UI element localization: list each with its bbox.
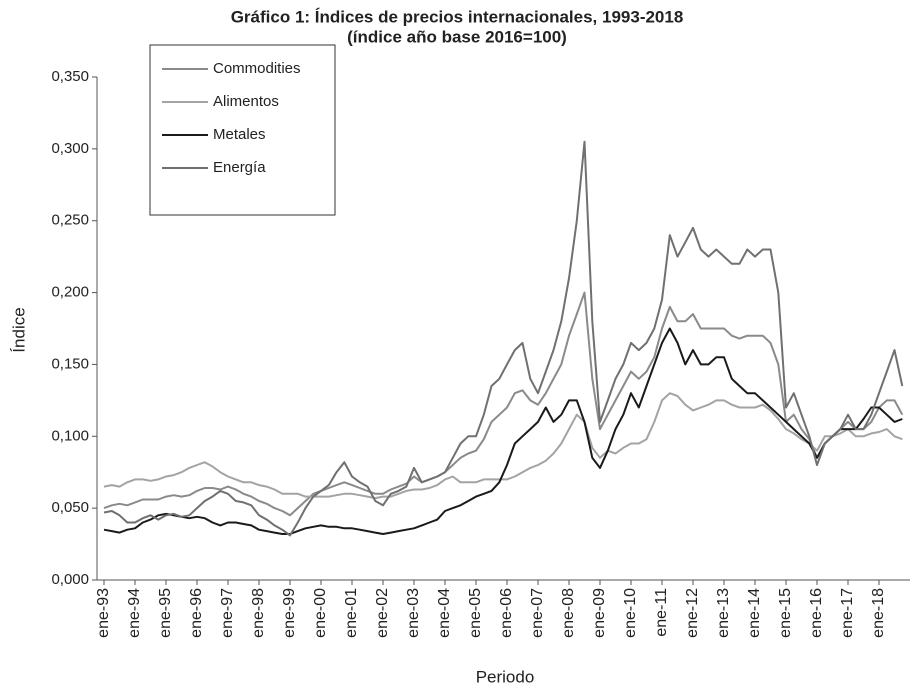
x-tick-label: ene-13 [715, 588, 732, 638]
x-tick-label: ene-15 [777, 588, 794, 638]
y-tick-label: 0,200 [51, 284, 89, 301]
x-tick-label: ene-06 [498, 588, 515, 638]
x-tick-label: ene-14 [746, 588, 763, 638]
x-tick-label: ene-16 [808, 588, 825, 638]
x-tick-label: ene-98 [250, 588, 267, 638]
legend-label: Commodities [213, 60, 301, 77]
y-tick-label: 0,050 [51, 499, 89, 516]
chart-subtitle: (índice año base 2016=100) [347, 27, 567, 46]
x-tick-label: ene-99 [281, 588, 298, 638]
x-tick-label: ene-07 [529, 588, 546, 638]
y-tick-label: 0,150 [51, 355, 89, 372]
chart-title: Gráfico 1: Índices de precios internacio… [231, 7, 684, 26]
x-tick-label: ene-93 [95, 588, 112, 638]
x-tick-label: ene-96 [188, 588, 205, 638]
series-line [103, 327, 903, 535]
y-tick-label: 0,000 [51, 571, 89, 588]
series-line [103, 291, 904, 517]
legend-label: Energía [213, 159, 266, 176]
x-tick-label: ene-94 [126, 588, 143, 638]
x-tick-label: ene-09 [591, 588, 608, 638]
x-tick-label: ene-08 [560, 588, 577, 638]
x-tick-label: ene-02 [374, 588, 391, 638]
x-axis-label: Periodo [476, 667, 535, 686]
x-tick-label: ene-17 [839, 588, 856, 638]
x-tick-label: ene-95 [157, 588, 174, 638]
y-tick-label: 0,100 [51, 427, 89, 444]
series-line [103, 392, 903, 500]
y-tick-label: 0,350 [51, 68, 89, 85]
x-tick-label: ene-00 [312, 588, 329, 638]
y-tick-label: 0,250 [51, 212, 89, 229]
x-tick-label: ene-97 [219, 588, 236, 638]
y-axis-label: Índice [9, 307, 28, 352]
x-tick-label: ene-05 [467, 588, 484, 638]
x-tick-label: ene-12 [684, 588, 701, 638]
x-tick-label: ene-10 [622, 588, 639, 638]
x-tick-label: ene-04 [436, 588, 453, 638]
x-tick-label: ene-01 [343, 588, 360, 638]
y-tick-label: 0,300 [51, 140, 89, 157]
legend-box [149, 44, 336, 216]
x-tick-label: ene-03 [405, 588, 422, 638]
series-line [103, 140, 904, 537]
legend-label: Metales [213, 126, 266, 143]
x-tick-label: ene-11 [653, 588, 670, 637]
legend-label: Alimentos [213, 93, 279, 110]
x-tick-label: ene-18 [870, 588, 887, 638]
